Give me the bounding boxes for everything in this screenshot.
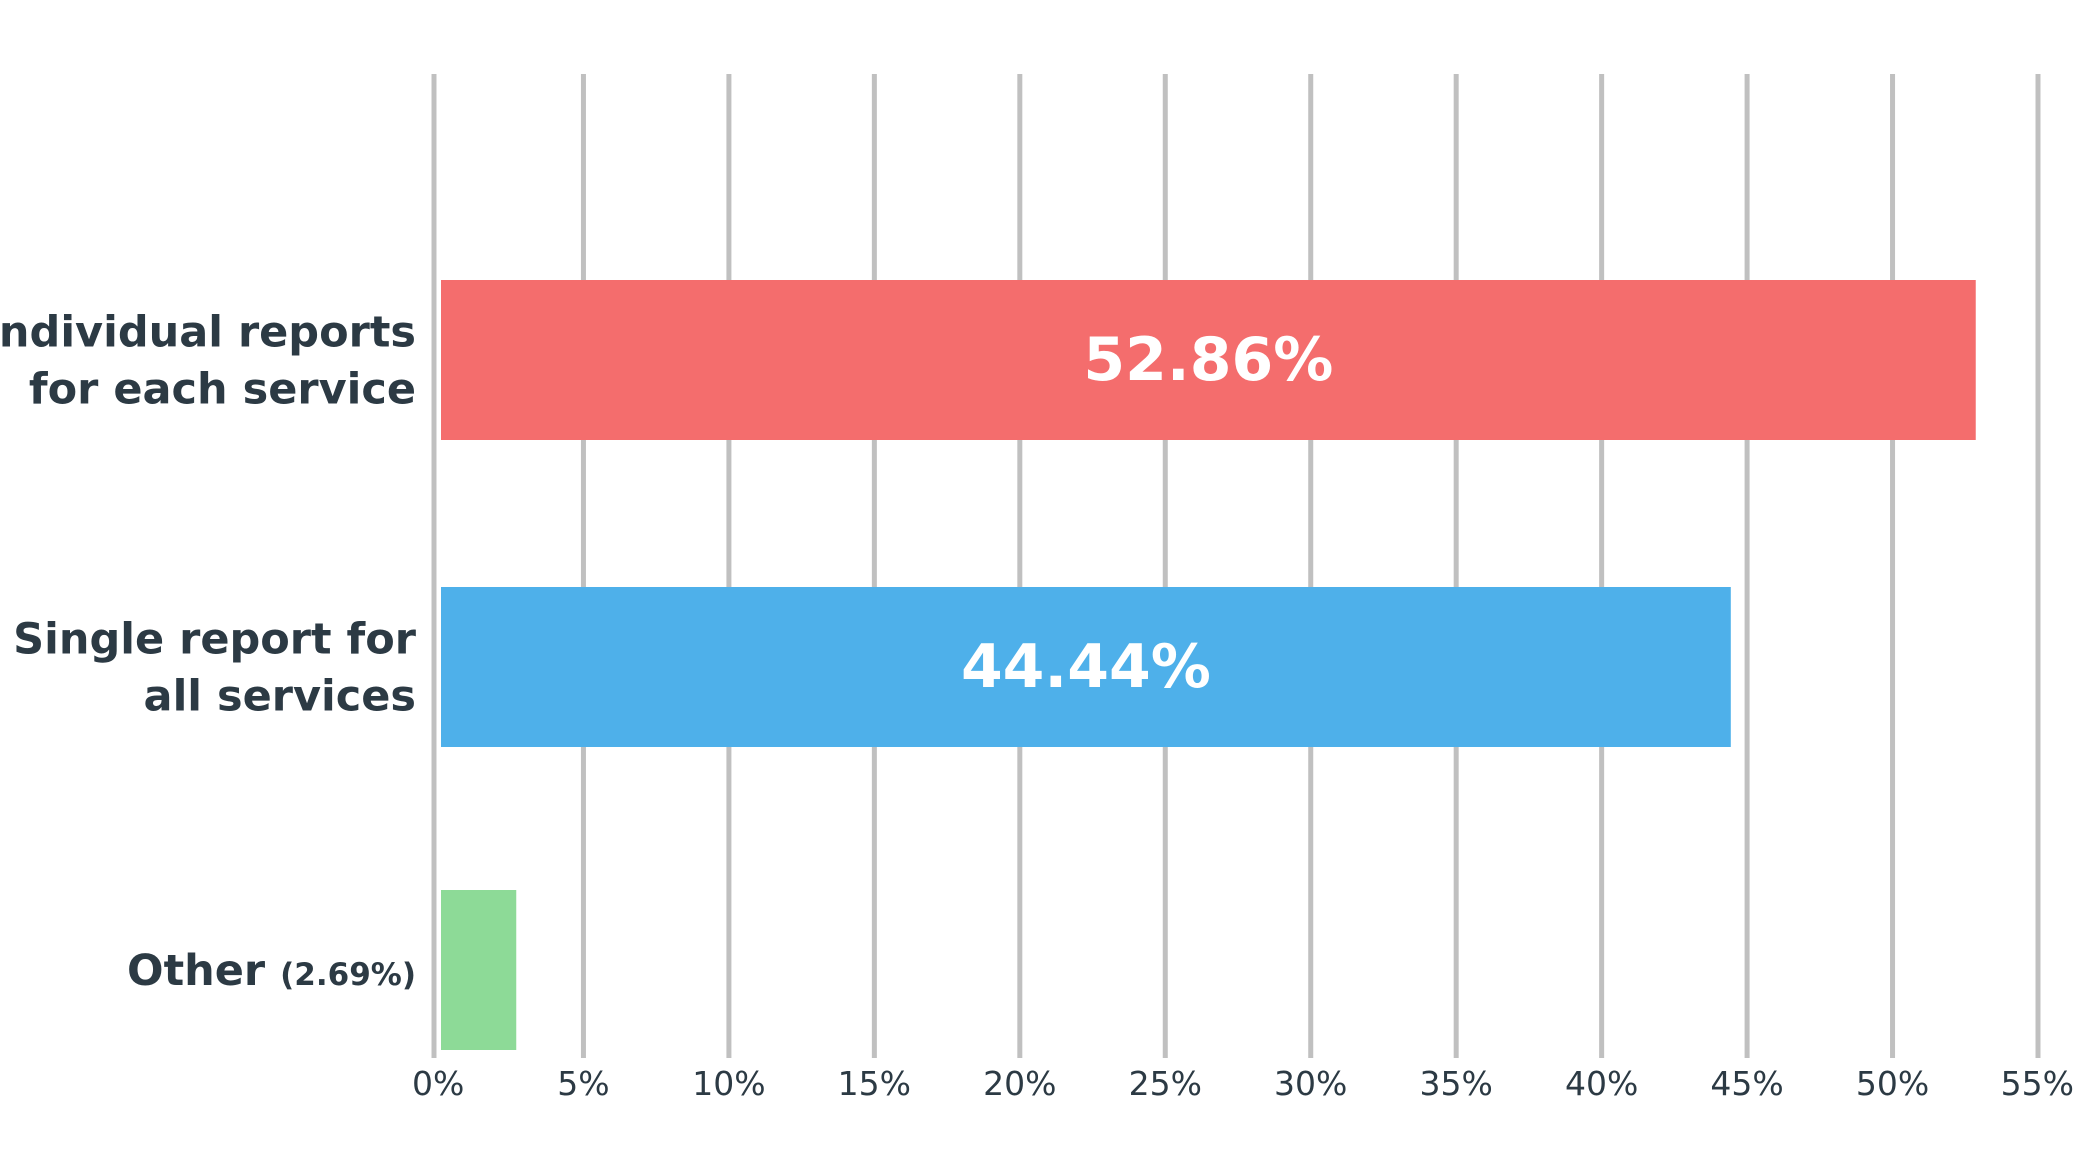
x-axis-tick-labels: 0% 5% 10% 15% 20% 25% 30% 35% 40% 45% 50% 55% bbox=[412, 1064, 2074, 1103]
category-labels: Individual reports for each service Single… bbox=[0, 308, 417, 997]
x-tick-label: 15% bbox=[838, 1064, 911, 1103]
x-tick-label: 10% bbox=[692, 1064, 765, 1103]
category-label-line: Other bbox=[127, 946, 280, 996]
x-tick-label: 5% bbox=[557, 1064, 609, 1103]
x-tick-label: 55% bbox=[2001, 1064, 2074, 1103]
x-tick-label: 45% bbox=[1710, 1064, 1783, 1103]
category-label: Other (2.69%) bbox=[127, 946, 416, 996]
bar-data-label: 44.44% bbox=[961, 632, 1211, 702]
x-tick-label: 50% bbox=[1856, 1064, 1929, 1103]
x-tick-label: 20% bbox=[983, 1064, 1056, 1103]
bars: 52.86% 44.44% bbox=[441, 280, 1976, 1050]
category-label: Single report for all services bbox=[13, 615, 417, 722]
category-label-line: Individual reports bbox=[0, 308, 416, 358]
x-tick-label: 0% bbox=[412, 1064, 464, 1103]
category-label-line: for each service bbox=[29, 365, 416, 415]
x-tick-label: 40% bbox=[1565, 1064, 1638, 1103]
category-label: Individual reports for each service bbox=[0, 308, 416, 415]
category-label-line: Single report for bbox=[13, 615, 417, 665]
category-label-suffix: (2.69%) bbox=[280, 957, 416, 993]
x-tick-label: 35% bbox=[1420, 1064, 1493, 1103]
bar bbox=[441, 890, 517, 1050]
x-tick-label: 25% bbox=[1129, 1064, 1202, 1103]
bar bbox=[441, 587, 1731, 747]
category-label-line: all services bbox=[144, 672, 416, 722]
x-tick-label: 30% bbox=[1274, 1064, 1347, 1103]
bar bbox=[441, 280, 1976, 440]
gridlines bbox=[431, 74, 2041, 1058]
bar-data-label: 52.86% bbox=[1083, 325, 1333, 395]
